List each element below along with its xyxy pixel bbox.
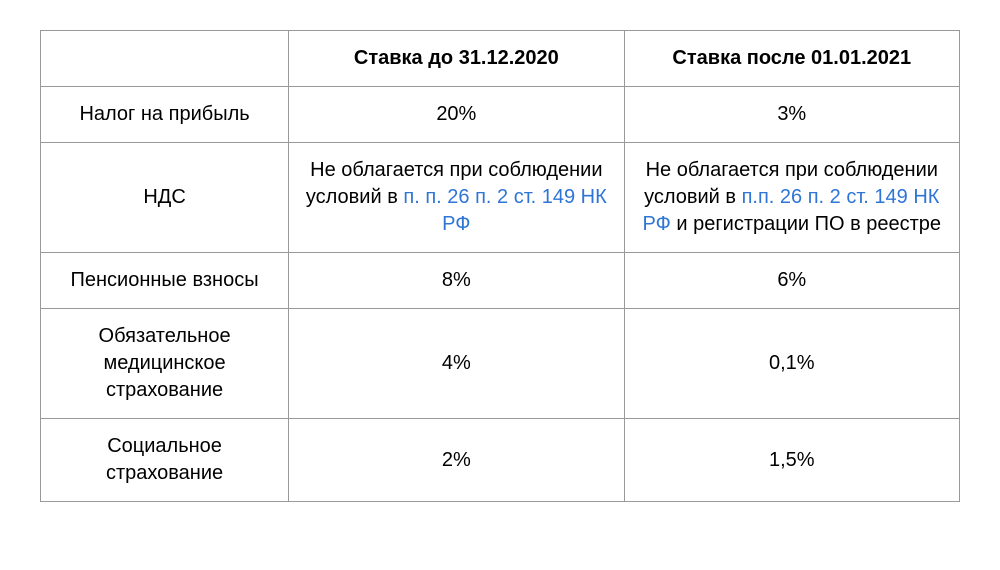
row-label-social: Социальное страхование — [41, 419, 289, 502]
header-rate-after: Ставка после 01.01.2021 — [624, 31, 959, 87]
table-row: Социальное страхование 2% 1,5% — [41, 419, 960, 502]
table-row: НДС Не облагается при соблюдении условий… — [41, 143, 960, 253]
cell-medical-before: 4% — [289, 309, 624, 419]
cell-medical-after: 0,1% — [624, 309, 959, 419]
header-empty — [41, 31, 289, 87]
row-label-pension: Пенсионные взносы — [41, 253, 289, 309]
cell-pension-before: 8% — [289, 253, 624, 309]
cell-vat-after: Не облагается при соблюдении условий в п… — [624, 143, 959, 253]
vat-before-link[interactable]: п. п. 26 п. 2 ст. 149 НК РФ — [403, 186, 606, 235]
table-header-row: Ставка до 31.12.2020 Ставка после 01.01.… — [41, 31, 960, 87]
row-label-vat: НДС — [41, 143, 289, 253]
cell-pension-after: 6% — [624, 253, 959, 309]
table-row: Налог на прибыль 20% 3% — [41, 87, 960, 143]
cell-profit-after: 3% — [624, 87, 959, 143]
row-label-profit-tax: Налог на прибыль — [41, 87, 289, 143]
cell-vat-before: Не облагается при соблюдении условий в п… — [289, 143, 624, 253]
header-rate-before: Ставка до 31.12.2020 — [289, 31, 624, 87]
tax-rates-table: Ставка до 31.12.2020 Ставка после 01.01.… — [40, 30, 960, 502]
cell-social-before: 2% — [289, 419, 624, 502]
table-row: Пенсионные взносы 8% 6% — [41, 253, 960, 309]
cell-profit-before: 20% — [289, 87, 624, 143]
row-label-medical: Обязательное медицинское страхование — [41, 309, 289, 419]
cell-social-after: 1,5% — [624, 419, 959, 502]
table-row: Обязательное медицинское страхование 4% … — [41, 309, 960, 419]
vat-after-text2: и регистрации ПО в реестре — [671, 213, 941, 235]
